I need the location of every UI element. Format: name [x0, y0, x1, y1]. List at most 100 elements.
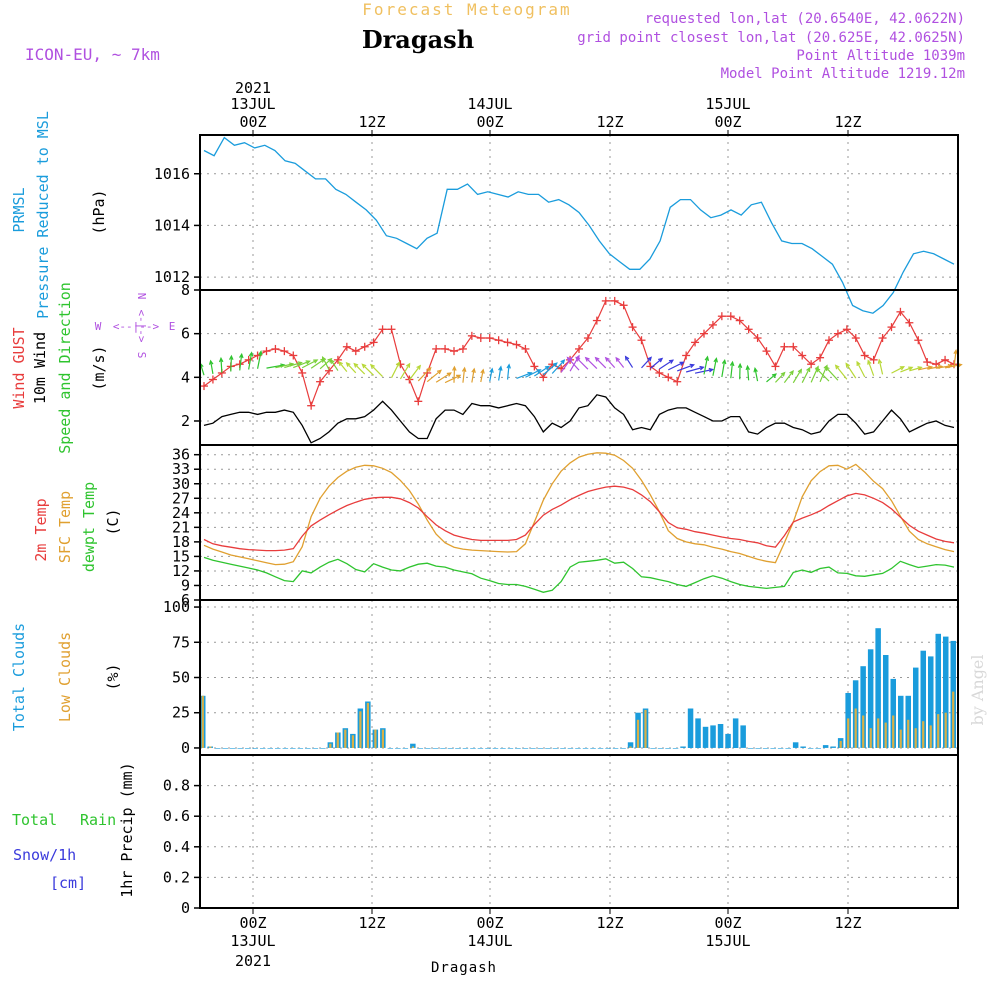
clouds-unit-label: (%): [104, 663, 122, 690]
total-cloud-bar: [792, 742, 799, 748]
total-cloud-bar: [627, 742, 634, 748]
total-cloud-bar: [507, 748, 514, 749]
wind-arrow-head: [806, 366, 811, 372]
wind-arrow-head: [584, 356, 590, 362]
wind-arrow-head: [456, 374, 462, 379]
sfc-temp-label: SFC Temp: [56, 491, 74, 563]
total-cloud-bar: [462, 748, 469, 749]
wind-arrow-head: [953, 349, 958, 355]
wind-direction-arrow: [284, 361, 302, 369]
y-tick-label: 21: [172, 518, 190, 536]
wind-direction-arrow: [677, 364, 694, 372]
total-cloud-bar: [230, 748, 236, 749]
total-cloud-bar: [657, 748, 664, 749]
wind-arrow-head: [737, 362, 743, 368]
wind-direction-arrow: [746, 366, 750, 381]
wind-direction-arrow: [615, 357, 625, 368]
credit-watermark: by Angel: [968, 654, 987, 725]
total-cloud-bar: [432, 748, 439, 749]
y-tick-label: 4: [181, 368, 190, 386]
wind-arrow-head: [405, 362, 411, 368]
total-cloud-bar: [935, 633, 941, 748]
y-tick-label: 1014: [154, 216, 190, 234]
wind-direction-arrow: [668, 361, 684, 371]
wind-arrow-head: [489, 367, 494, 373]
y-tick-label: 12: [172, 562, 190, 580]
wind-arrow-head: [604, 356, 610, 362]
total-cloud-bar: [620, 748, 626, 749]
wind-direction-arrow: [435, 372, 452, 383]
bottom-hour-00z-13: 00Z: [239, 914, 266, 932]
y-tick-label: 0.2: [163, 868, 190, 886]
total-cloud-bar: [830, 746, 836, 748]
total-cloud-bar: [717, 724, 724, 748]
total-cloud-bar: [672, 748, 679, 749]
total-cloud-bar: [237, 748, 243, 749]
total-cloud-bar: [695, 718, 701, 748]
wind-arrow-head: [668, 359, 675, 364]
total-cloud-bar: [740, 725, 746, 748]
total-cloud-bar: [290, 748, 296, 749]
wind-arrow-head: [780, 371, 786, 377]
wind-arrow-head: [689, 363, 695, 369]
wind-arrow-head: [297, 361, 303, 366]
pressure-line: [203, 136, 955, 314]
total-cloud-bar: [747, 748, 754, 749]
total-cloud-bar: [297, 748, 304, 749]
compass-rose: N S W E <--|--> <-|->: [95, 293, 176, 359]
total-cloud-bar: [680, 746, 686, 748]
wind-direction-arrow: [953, 350, 957, 368]
wind-arrow-head: [452, 365, 457, 371]
wind-direction-arrow: [551, 359, 565, 374]
wind-arrow-head: [789, 370, 794, 376]
total-cloud-bar: [320, 748, 326, 749]
wind-direction-arrow: [685, 366, 704, 373]
y-tick-label: 50: [172, 669, 190, 687]
total-cloud-bar: [522, 748, 529, 749]
total-cloud-bar: [500, 748, 506, 749]
total-cloud-bar: [560, 748, 566, 749]
low-cloud-bar: [839, 740, 842, 748]
wind-arrow-head: [321, 355, 327, 362]
wind-direction-arrow: [845, 363, 857, 379]
total-cloud-bar: [312, 748, 319, 749]
low-cloud-bar: [869, 728, 872, 748]
y-tick-label: 6: [181, 325, 190, 343]
total-cloud-bar: [650, 748, 656, 749]
low-cloud-bar: [411, 746, 414, 748]
wind-direction-arrow: [390, 362, 400, 379]
wind-direction-arrow: [801, 367, 811, 383]
total-cloud-bar: [898, 695, 904, 748]
wind-arrow-head: [305, 360, 311, 365]
total-cloud-bar: [822, 745, 829, 748]
wind-direction-arrow: [506, 364, 510, 380]
wind-arrow-head: [313, 359, 319, 364]
total-cloud-bar: [440, 748, 446, 749]
total-cloud-bar: [245, 748, 251, 749]
total-cloud-bar: [567, 748, 574, 749]
y-tick-label: 24: [172, 504, 190, 522]
wind-arrow-head: [845, 362, 851, 368]
total-cloud-bar: [575, 748, 581, 749]
wind-arrow-head: [594, 356, 600, 362]
pressure-unit-label: (hPa): [90, 189, 108, 234]
wind-direction-arrow: [703, 356, 709, 375]
total-cloud-bar: [800, 746, 806, 748]
total-cloud-bar: [815, 748, 821, 749]
total-cloud-bar: [590, 748, 596, 749]
low-cloud-bar: [899, 729, 902, 748]
y-tick-label: 0.6: [163, 807, 190, 825]
wind-direction-arrow: [239, 354, 243, 371]
total-cloud-bar: [687, 708, 694, 748]
low-cloud-bar: [344, 729, 347, 748]
wind-direction-arrow: [220, 358, 223, 373]
top-date-15jul: 15JUL: [705, 95, 750, 113]
compass-west: W: [95, 320, 102, 333]
gust-label: Wind GUST: [10, 327, 28, 408]
total-cloud-bar: [260, 748, 266, 749]
total-cloud-bar: [807, 748, 814, 749]
wind-direction-arrow: [248, 352, 253, 370]
wind-direction-arrow: [730, 362, 734, 379]
wind-arrow-head: [658, 357, 664, 363]
total-cloud-bar: [777, 748, 784, 749]
